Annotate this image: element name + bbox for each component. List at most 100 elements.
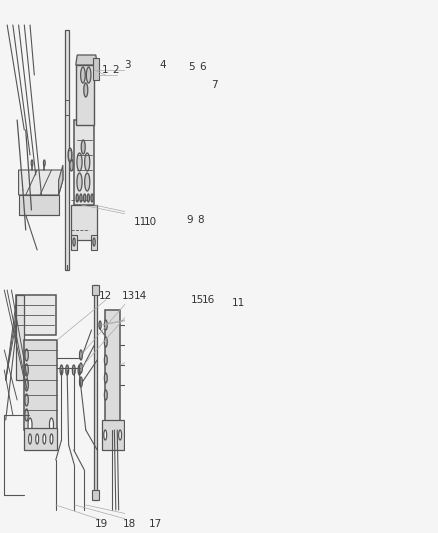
Polygon shape [93, 58, 99, 80]
Circle shape [31, 160, 33, 166]
Text: 2: 2 [113, 65, 119, 75]
Polygon shape [18, 170, 63, 195]
Circle shape [104, 355, 107, 365]
Polygon shape [59, 165, 63, 195]
Circle shape [80, 194, 82, 202]
Circle shape [119, 430, 121, 440]
Circle shape [60, 365, 63, 375]
Text: 3: 3 [124, 60, 131, 70]
Text: 16: 16 [201, 295, 215, 305]
Circle shape [84, 83, 88, 97]
Text: 12: 12 [99, 291, 112, 301]
Polygon shape [71, 235, 77, 250]
Circle shape [50, 434, 53, 444]
Circle shape [176, 130, 187, 170]
Text: 19: 19 [95, 519, 108, 529]
Circle shape [87, 194, 89, 202]
Circle shape [25, 364, 28, 376]
Text: 17: 17 [148, 519, 162, 529]
Text: 13: 13 [122, 291, 135, 301]
Circle shape [25, 379, 28, 391]
Circle shape [104, 373, 107, 383]
Circle shape [104, 430, 107, 440]
Polygon shape [16, 295, 56, 335]
Circle shape [151, 159, 155, 171]
Circle shape [99, 321, 101, 329]
Circle shape [73, 238, 75, 246]
Circle shape [81, 67, 85, 83]
Polygon shape [24, 428, 57, 450]
Circle shape [164, 138, 168, 152]
Polygon shape [74, 120, 94, 205]
Circle shape [79, 350, 82, 360]
Polygon shape [155, 235, 160, 250]
Circle shape [43, 160, 45, 166]
Circle shape [84, 194, 86, 202]
Text: 7: 7 [211, 80, 218, 90]
Circle shape [79, 377, 82, 387]
Text: 11: 11 [232, 298, 245, 308]
Polygon shape [24, 340, 57, 430]
Polygon shape [155, 200, 174, 240]
Circle shape [155, 177, 159, 193]
Polygon shape [94, 285, 97, 500]
Circle shape [36, 434, 39, 444]
Circle shape [49, 418, 53, 432]
Circle shape [179, 140, 184, 160]
Circle shape [93, 238, 95, 246]
Text: 6: 6 [200, 62, 206, 72]
Polygon shape [91, 235, 97, 250]
Circle shape [66, 365, 69, 375]
Text: 5: 5 [188, 62, 195, 72]
Polygon shape [92, 285, 99, 295]
Circle shape [86, 67, 91, 83]
Circle shape [77, 153, 82, 171]
Polygon shape [76, 55, 97, 65]
Circle shape [79, 363, 82, 373]
Polygon shape [102, 420, 124, 450]
Circle shape [91, 194, 93, 202]
Polygon shape [171, 100, 186, 200]
Polygon shape [105, 310, 120, 430]
Circle shape [43, 434, 46, 444]
Text: 15: 15 [191, 295, 204, 305]
Circle shape [85, 173, 90, 191]
Polygon shape [76, 65, 94, 125]
Circle shape [170, 238, 173, 246]
Text: 4: 4 [159, 60, 166, 70]
Text: 1: 1 [101, 65, 108, 75]
Circle shape [28, 434, 32, 444]
Text: 10: 10 [144, 217, 157, 227]
Text: 14: 14 [134, 291, 147, 301]
Circle shape [149, 148, 154, 162]
Circle shape [155, 157, 159, 173]
Text: 8: 8 [197, 215, 204, 225]
Polygon shape [16, 295, 24, 380]
Polygon shape [18, 195, 59, 215]
Circle shape [81, 140, 85, 154]
Text: 18: 18 [123, 519, 136, 529]
Polygon shape [71, 205, 97, 240]
Text: 9: 9 [186, 215, 193, 225]
Circle shape [68, 148, 72, 162]
Circle shape [72, 365, 75, 375]
Circle shape [77, 173, 82, 191]
Circle shape [104, 320, 107, 330]
Polygon shape [171, 95, 177, 105]
Circle shape [25, 409, 28, 421]
Circle shape [155, 137, 159, 153]
Text: 11: 11 [134, 217, 147, 227]
Circle shape [70, 159, 73, 171]
Polygon shape [65, 30, 70, 270]
Polygon shape [92, 490, 99, 500]
Polygon shape [171, 200, 177, 210]
Circle shape [156, 238, 159, 246]
Circle shape [164, 158, 168, 172]
Circle shape [78, 365, 81, 375]
Circle shape [28, 418, 32, 432]
Circle shape [25, 394, 28, 406]
Circle shape [25, 349, 28, 361]
Circle shape [104, 390, 107, 400]
Circle shape [173, 118, 191, 182]
Polygon shape [155, 110, 171, 200]
